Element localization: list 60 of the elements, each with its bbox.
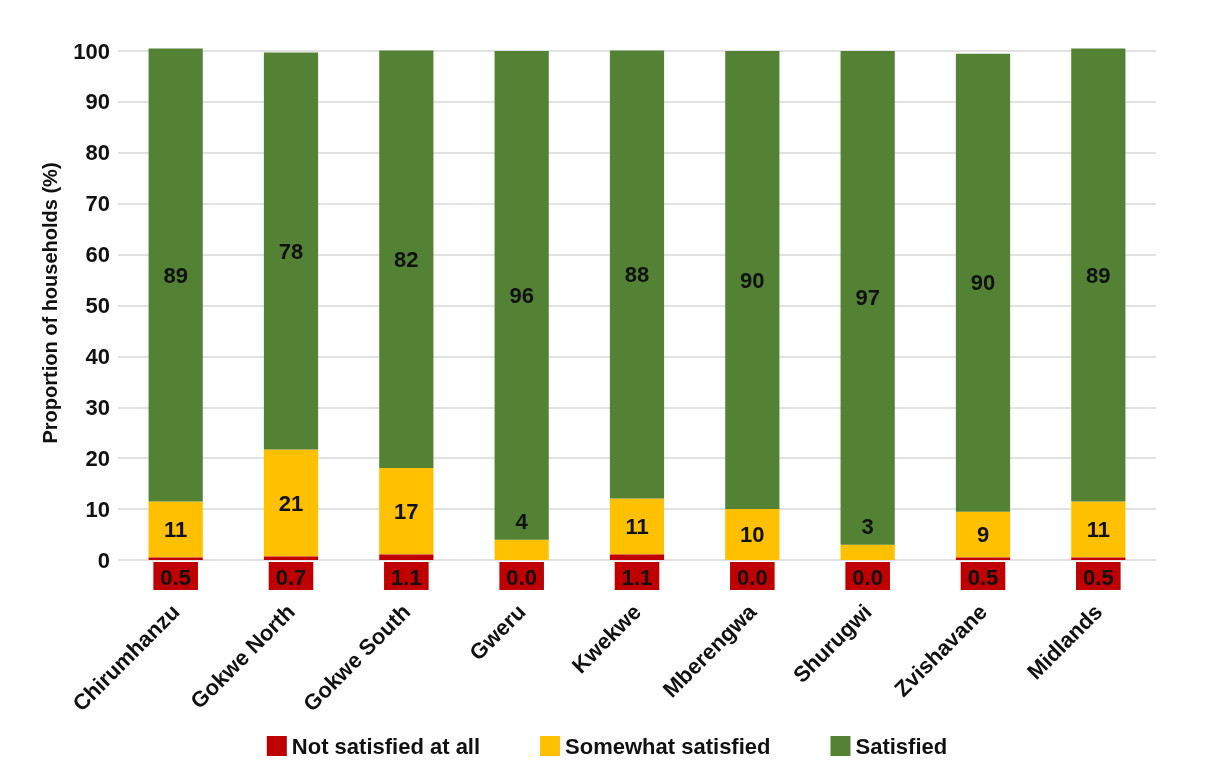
y-tick-label: 70 [85,191,110,217]
data-label: 1.1 [621,564,653,590]
bar [1071,501,1126,558]
data-label: 0.0 [506,564,537,590]
bar [840,51,895,545]
data-label: 1.1 [391,564,422,590]
data-label: 90 [970,270,996,296]
bar [494,51,549,540]
data-label: 78 [278,238,304,264]
bar [725,51,780,510]
y-tick-label: 20 [85,445,110,471]
bar [494,539,549,560]
data-label: 96 [509,282,534,308]
legend-label: Somewhat satisfied [565,733,771,759]
data-label: 97 [855,285,880,311]
data-label: 0.5 [1083,564,1114,590]
data-label: 89 [163,262,188,288]
y-tick-label: 90 [85,89,110,115]
data-label: 11 [164,516,188,542]
bar [148,501,203,558]
y-axis-title: Proportion of households (%) [39,162,61,444]
y-tick-label: 30 [85,394,110,420]
bar [840,544,895,560]
data-label: 4 [515,509,529,535]
data-label: 17 [394,498,419,524]
bar [263,52,319,450]
legend-label: Satisfied [855,733,948,759]
y-tick-label: 40 [85,343,110,369]
data-label: 10 [740,522,765,548]
bar [609,50,665,499]
bar [725,509,780,560]
data-label: 0.0 [852,564,883,590]
data-label: 11 [1086,516,1110,542]
data-label: 3 [861,514,874,540]
data-label: 82 [394,246,419,272]
data-label: 90 [740,267,765,293]
data-label: 21 [278,490,304,516]
legend-label: Not satisfied at all [291,733,481,759]
bar [379,467,434,555]
bar [955,53,1011,512]
data-label: 11 [625,513,649,539]
bar [148,48,203,502]
data-label: 0.0 [737,564,768,590]
bar [379,50,434,468]
bar [263,449,319,557]
bar [955,511,1011,558]
y-tick-label: 80 [85,140,110,166]
data-label: 88 [624,262,650,287]
y-tick-label: 0 [97,547,110,573]
data-label: 0.5 [160,564,191,590]
y-tick-label: 50 [85,293,110,319]
data-label: 89 [1086,262,1111,288]
bar [609,498,665,555]
y-tick-label: 60 [85,242,110,268]
data-label: 9 [976,522,990,548]
y-tick-label: 100 [73,38,110,64]
data-label: 0.7 [275,564,307,590]
bar [1071,48,1126,502]
data-label: 0.5 [967,564,999,590]
y-tick-label: 10 [85,496,110,522]
